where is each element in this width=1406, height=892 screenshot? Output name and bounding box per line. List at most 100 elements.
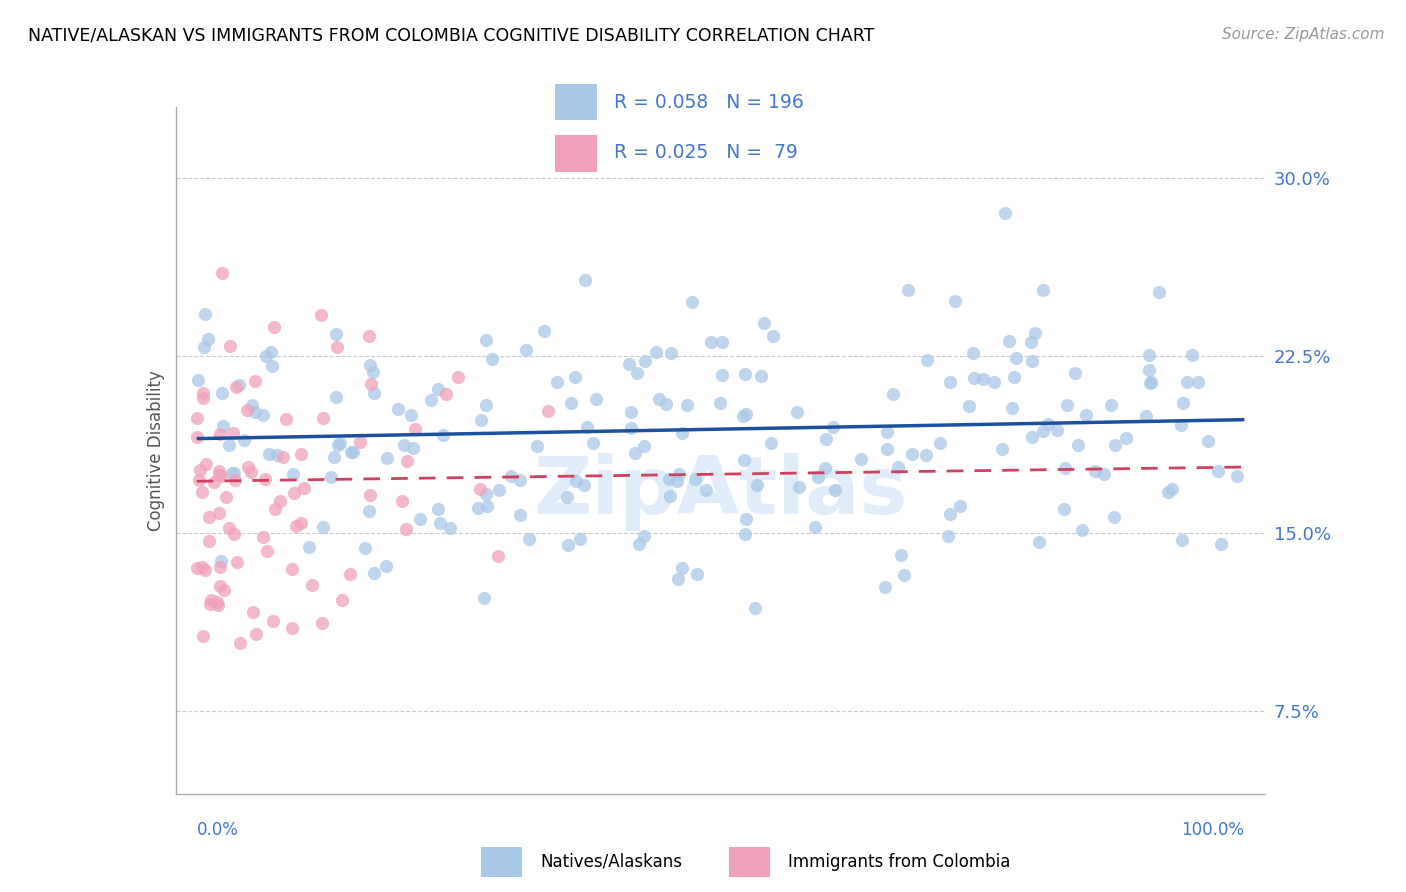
Point bbox=[339, 567, 361, 582]
Point bbox=[363, 566, 385, 580]
Point bbox=[253, 471, 276, 485]
Point bbox=[733, 452, 755, 467]
Point bbox=[1032, 424, 1054, 438]
Point bbox=[1028, 535, 1050, 549]
Point bbox=[290, 516, 312, 530]
Point bbox=[735, 407, 758, 421]
Point bbox=[929, 436, 952, 450]
Point bbox=[626, 367, 648, 381]
Point bbox=[311, 616, 333, 631]
Point bbox=[475, 398, 498, 412]
Point bbox=[260, 344, 283, 359]
Point bbox=[194, 563, 217, 577]
Point bbox=[695, 483, 717, 497]
Point bbox=[711, 368, 734, 383]
Point bbox=[188, 463, 211, 477]
Point bbox=[263, 320, 285, 334]
Point bbox=[198, 510, 221, 524]
Point bbox=[193, 340, 215, 354]
Point bbox=[619, 357, 641, 371]
Point bbox=[332, 593, 354, 607]
Point bbox=[427, 502, 450, 516]
FancyBboxPatch shape bbox=[554, 84, 598, 120]
Point bbox=[374, 558, 396, 573]
Point bbox=[194, 307, 217, 321]
Point bbox=[198, 533, 221, 548]
Point bbox=[1137, 348, 1160, 362]
Point bbox=[387, 401, 409, 416]
Point bbox=[560, 395, 582, 409]
Point bbox=[645, 345, 668, 359]
Point bbox=[709, 395, 731, 409]
Point bbox=[186, 410, 208, 425]
Point bbox=[215, 491, 238, 505]
Point bbox=[648, 392, 671, 406]
Point bbox=[658, 472, 681, 486]
Point bbox=[1074, 408, 1097, 422]
Point bbox=[1211, 537, 1233, 551]
Point bbox=[972, 372, 994, 386]
Point bbox=[824, 483, 846, 497]
FancyBboxPatch shape bbox=[481, 847, 522, 877]
Point bbox=[186, 561, 208, 575]
Point bbox=[1038, 417, 1060, 432]
Point bbox=[546, 375, 568, 389]
Point bbox=[236, 460, 259, 475]
Point bbox=[209, 427, 232, 442]
Point bbox=[666, 474, 689, 488]
Point bbox=[814, 432, 837, 446]
Point bbox=[359, 358, 381, 372]
Point bbox=[1102, 509, 1125, 524]
Point bbox=[218, 438, 240, 452]
Point bbox=[623, 446, 645, 460]
Point bbox=[432, 427, 454, 442]
Point bbox=[207, 595, 229, 609]
Point bbox=[395, 454, 418, 468]
Point bbox=[668, 467, 690, 481]
Point bbox=[191, 386, 214, 401]
Point bbox=[582, 436, 605, 450]
Point bbox=[285, 518, 308, 533]
Text: 0.0%: 0.0% bbox=[197, 822, 239, 839]
Point bbox=[309, 308, 332, 322]
Point bbox=[404, 422, 426, 436]
Point bbox=[659, 345, 682, 359]
Point bbox=[429, 516, 451, 530]
Point bbox=[361, 365, 384, 379]
Point bbox=[363, 386, 385, 401]
Point bbox=[360, 377, 382, 392]
Point bbox=[1187, 375, 1209, 389]
Point bbox=[572, 477, 595, 491]
Point bbox=[1140, 376, 1163, 390]
Point bbox=[323, 450, 346, 464]
Point bbox=[752, 316, 775, 330]
Point bbox=[683, 471, 706, 485]
Point bbox=[225, 380, 247, 394]
Point bbox=[1156, 485, 1178, 500]
Point bbox=[1002, 369, 1025, 384]
Point bbox=[470, 413, 492, 427]
Point bbox=[298, 540, 321, 554]
Point bbox=[359, 488, 381, 502]
Point bbox=[262, 359, 284, 373]
Point bbox=[915, 353, 938, 368]
Point bbox=[401, 409, 423, 423]
Point bbox=[266, 448, 288, 462]
Point bbox=[447, 369, 470, 384]
Point bbox=[962, 346, 984, 360]
Point bbox=[786, 405, 808, 419]
Point bbox=[939, 375, 962, 389]
Point bbox=[232, 433, 254, 447]
Point bbox=[209, 559, 232, 574]
Point bbox=[292, 482, 315, 496]
Point bbox=[915, 448, 938, 462]
Point bbox=[254, 349, 277, 363]
Point bbox=[762, 329, 785, 343]
Point bbox=[190, 560, 212, 574]
Point bbox=[1170, 418, 1192, 433]
FancyBboxPatch shape bbox=[728, 847, 770, 877]
Point bbox=[198, 597, 221, 611]
Point bbox=[1226, 468, 1249, 483]
Point bbox=[1032, 283, 1054, 297]
Point bbox=[218, 339, 240, 353]
